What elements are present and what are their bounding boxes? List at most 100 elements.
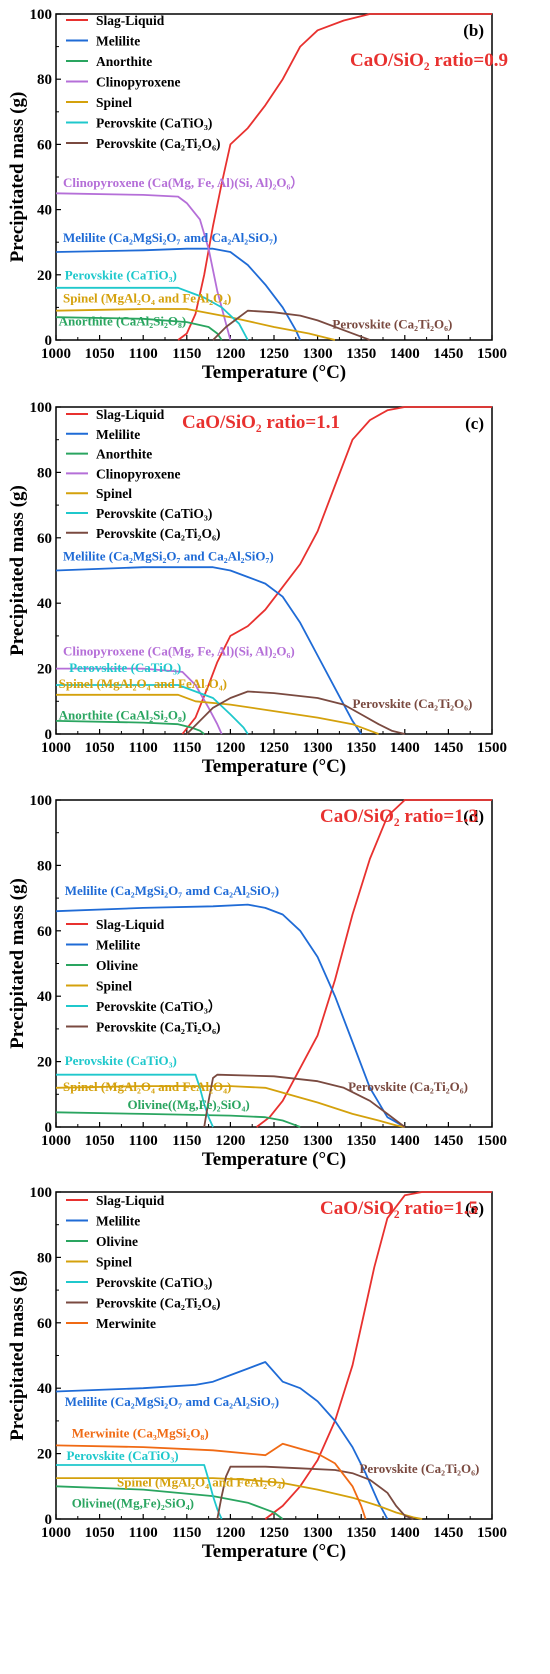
x-tick-label: 1500 bbox=[477, 1525, 507, 1541]
series-line bbox=[203, 1073, 406, 1128]
legend-label: Perovskite (Ca₂Ti₂O₆) bbox=[96, 136, 221, 151]
x-tick-label: 1000 bbox=[41, 740, 71, 756]
panel-label: (e) bbox=[465, 1199, 484, 1218]
x-tick-label: 1100 bbox=[129, 1133, 158, 1149]
x-tick-label: 1500 bbox=[477, 1133, 507, 1149]
series-annotation: Melilite (Ca₂MgSi₂O₇ and Ca₂Al₂SiO₇) bbox=[63, 549, 274, 564]
x-tick-label: 1300 bbox=[303, 740, 333, 756]
y-tick-label: 20 bbox=[37, 268, 52, 284]
x-tick-label: 1000 bbox=[41, 1133, 71, 1149]
series-line bbox=[56, 1073, 214, 1128]
y-tick-label: 60 bbox=[37, 531, 52, 547]
x-tick-label: 1300 bbox=[303, 1525, 333, 1541]
ratio-label: CaO/SiO₂ ratio=0.9 bbox=[350, 50, 508, 71]
y-tick-label: 40 bbox=[37, 596, 52, 612]
x-tick-label: 1150 bbox=[172, 1133, 201, 1149]
x-tick-label: 1050 bbox=[85, 1133, 115, 1149]
y-tick-label: 0 bbox=[45, 333, 53, 349]
x-tick-label: 1350 bbox=[346, 1525, 376, 1541]
y-tick-label: 100 bbox=[30, 793, 53, 809]
series-line bbox=[186, 690, 406, 735]
y-axis-label: Precipitated mass (g) bbox=[7, 485, 28, 656]
series-line bbox=[55, 1442, 367, 1520]
x-tick-label: 1400 bbox=[390, 740, 420, 756]
x-tick-label: 1400 bbox=[390, 346, 420, 362]
legend-label: Perovskite (Ca₂Ti₂O₆) bbox=[96, 526, 221, 541]
series-annotation: Olivine((Mg,Fe)₂SiO₄) bbox=[128, 1097, 250, 1112]
legend-label: Spinel bbox=[96, 1255, 132, 1270]
y-tick-label: 100 bbox=[30, 7, 53, 23]
x-tick-label: 1500 bbox=[477, 740, 507, 756]
x-tick-label: 1400 bbox=[390, 1133, 420, 1149]
series-line bbox=[264, 1191, 492, 1520]
chart-panel: 1000 1050 1100 1150 1200 1250 1300 1350 1400 1450… bbox=[7, 1185, 507, 1562]
y-tick-label: 100 bbox=[30, 1185, 53, 1201]
legend-label: Perovskite (CaTiO₃) bbox=[96, 506, 212, 521]
series-annotation: Anorthite (CaAl₂Si₂O₈) bbox=[59, 313, 187, 328]
legend-label: Anorthite bbox=[96, 54, 152, 69]
legend-label: Clinopyroxene bbox=[96, 75, 181, 90]
series-annotation: Clinopyroxene (Ca(Mg, Fe, Al)(Si, Al)₂O₆… bbox=[63, 644, 295, 659]
series-annotation: Merwinite (Ca₃MgSi₂O₈) bbox=[72, 1425, 209, 1440]
series-line bbox=[55, 247, 302, 341]
series-line bbox=[212, 309, 371, 341]
series-annotation: Olivine((Mg,Fe)₂SiO₄) bbox=[72, 1496, 194, 1511]
x-axis-label: Temperature (°C) bbox=[202, 1149, 346, 1170]
legend-label: Perovskite (CaTiO₃) bbox=[96, 116, 212, 131]
y-tick-label: 40 bbox=[37, 1381, 52, 1397]
series-annotation: Anorthite (CaAl₂Si₂O₈) bbox=[59, 707, 187, 722]
x-tick-label: 1200 bbox=[215, 1525, 245, 1541]
series-line bbox=[55, 1485, 284, 1520]
legend-label: Slag-Liquid bbox=[96, 407, 165, 422]
x-tick-label: 1050 bbox=[85, 1525, 115, 1541]
series-line bbox=[55, 1085, 405, 1128]
series-line bbox=[55, 1361, 389, 1520]
x-tick-label: 1350 bbox=[346, 1133, 376, 1149]
series-annotation: Melilite (Ca₂MgSi₂O₇ amd Ca₂Al₂SiO₇) bbox=[65, 883, 279, 898]
legend-label: Spinel bbox=[96, 95, 132, 110]
series-annotation: Spinel (MgAl₂O₄ and FeAl₂O₄) bbox=[63, 291, 231, 306]
x-tick-label: 1100 bbox=[129, 346, 158, 362]
y-tick-label: 20 bbox=[37, 1055, 52, 1071]
series-annotation: Spinel (MgAl₂O₄ and FeAl₂O₄) bbox=[59, 676, 227, 691]
series-annotation: Perovskite (CaTiO₃) bbox=[65, 268, 177, 283]
x-tick-label: 1200 bbox=[215, 740, 245, 756]
legend-label: Anorthite bbox=[96, 447, 152, 462]
x-tick-label: 1100 bbox=[129, 740, 158, 756]
panel-label: (b) bbox=[463, 21, 484, 40]
y-tick-label: 60 bbox=[37, 1316, 52, 1332]
legend-label: Slag-Liquid bbox=[96, 1193, 165, 1208]
y-tick-label: 20 bbox=[37, 662, 52, 678]
series-line bbox=[55, 192, 232, 341]
legend-label: Slag-Liquid bbox=[96, 917, 165, 932]
series-line bbox=[56, 693, 379, 735]
series-annotation: Perovskite (Ca₂Ti₂O₆) bbox=[332, 317, 452, 332]
panel-label: (d) bbox=[463, 807, 484, 826]
series-line bbox=[56, 667, 223, 735]
series-line bbox=[56, 684, 249, 735]
series-annotation: Spinel (MgAl₂O₄ and FeAl₂O₄) bbox=[117, 1474, 285, 1489]
series-line bbox=[181, 406, 492, 735]
x-tick-label: 1150 bbox=[172, 1525, 201, 1541]
x-axis-label: Temperature (°C) bbox=[202, 1541, 346, 1562]
legend-label: Melilite bbox=[96, 938, 140, 953]
x-tick-label: 1100 bbox=[129, 1525, 158, 1541]
x-tick-label: 1450 bbox=[433, 346, 463, 362]
x-tick-label: 1500 bbox=[477, 346, 507, 362]
chart-panel: 1000 1050 1100 1150 1200 1250 1300 1350 1400 1450… bbox=[7, 793, 507, 1170]
x-tick-label: 1150 bbox=[172, 346, 201, 362]
series-line bbox=[55, 1111, 301, 1128]
x-tick-label: 1000 bbox=[41, 346, 71, 362]
ratio-label: CaO/SiO₂ ratio=1.1 bbox=[182, 412, 340, 433]
series-line bbox=[55, 720, 205, 735]
legend-label: Melilite bbox=[96, 34, 140, 49]
series-line bbox=[56, 286, 249, 341]
panel-label: (c) bbox=[465, 414, 484, 433]
x-tick-label: 1350 bbox=[346, 740, 376, 756]
y-tick-label: 80 bbox=[37, 72, 52, 88]
x-tick-label: 1250 bbox=[259, 1525, 289, 1541]
x-tick-label: 1250 bbox=[259, 1133, 289, 1149]
x-tick-label: 1050 bbox=[85, 740, 115, 756]
ratio-label: CaO/SiO₂ ratio=1.3 bbox=[320, 806, 478, 827]
